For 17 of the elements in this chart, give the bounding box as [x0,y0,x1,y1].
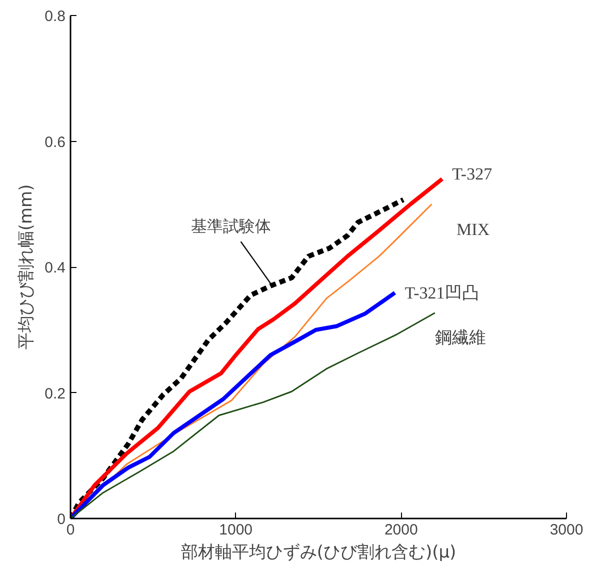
y-tick-label: 0.6 [44,134,66,151]
x-axis-title: 部材軸平均ひずみ(ひび割れ含む)(μ) [180,542,456,562]
y-tick-label: 0 [57,511,66,528]
series-label: T-327 [452,164,493,184]
y-tick-label: 0.4 [44,260,66,276]
text: 基準試験体 [190,216,271,236]
y-axis-title: 平均ひび割れ幅(mm) [16,184,37,350]
x-tick-label: 2000 [384,522,418,538]
series-label: T-321凹凸 [404,283,479,302]
series-label: 鋼繊維 [434,328,486,348]
x-tick-label: 3000 [550,522,584,538]
line-series [70,312,436,518]
y-tick-label: 0.2 [44,385,66,402]
y-tick-label: 0.8 [44,8,66,25]
line-series [70,290,397,518]
x-tick-label: 1000 [219,522,253,538]
series-label: MIX [456,220,490,239]
